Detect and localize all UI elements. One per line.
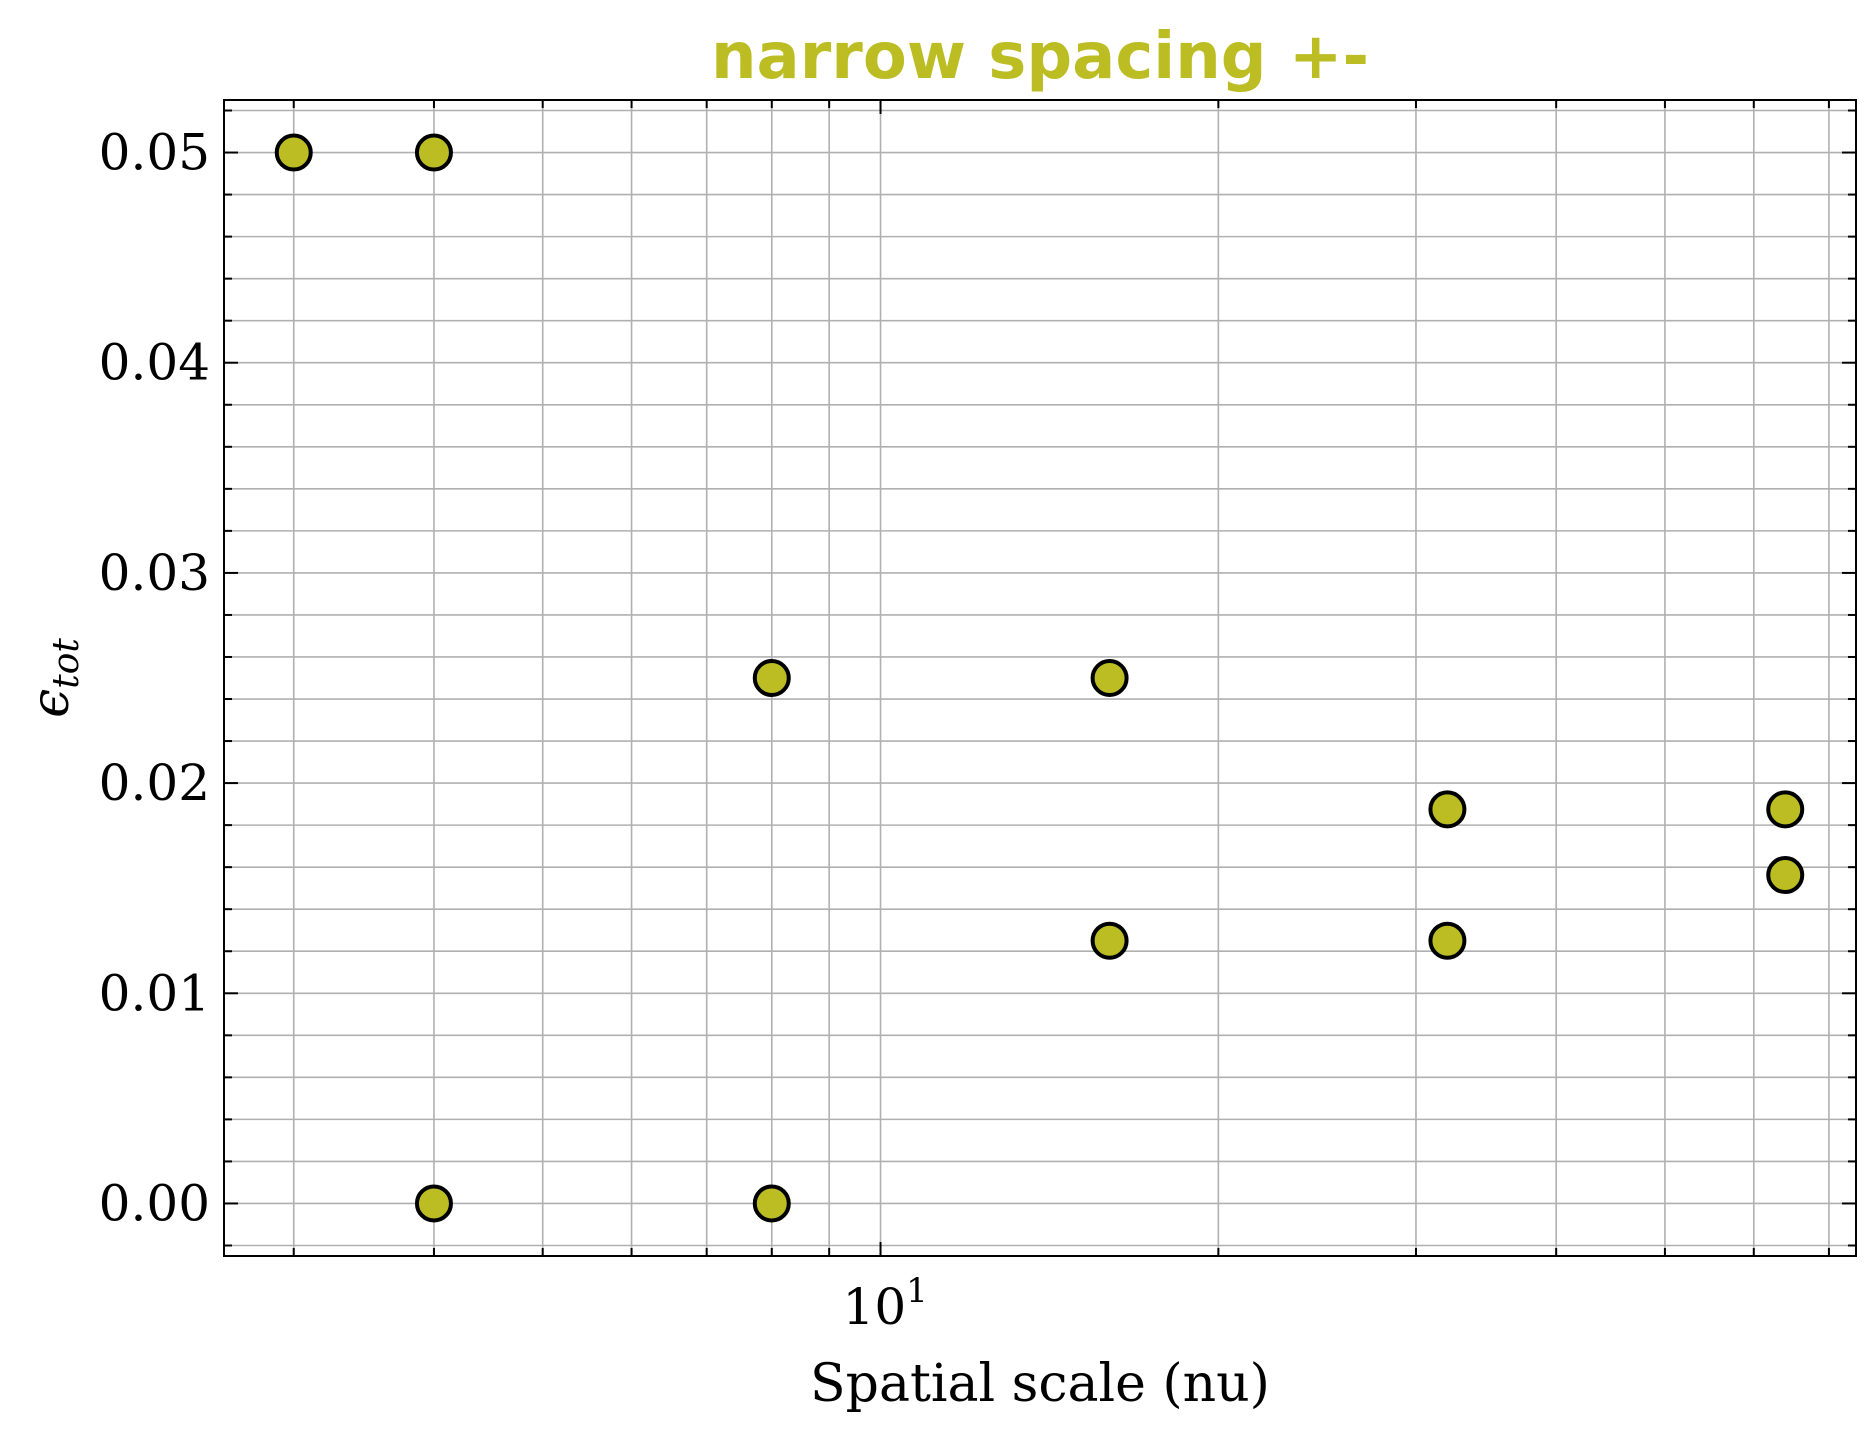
y-tick-label: 0.05 [99,124,210,182]
x-axis-label: Spatial scale (nu) [810,1354,1270,1414]
x-tick-labels: 101 [843,1271,928,1336]
x-tick-base: 10 [843,1278,907,1336]
data-point [1428,921,1467,960]
data-point [274,133,313,172]
data-point [1090,659,1129,697]
data-point [1090,921,1129,960]
y-tick-label: 0.01 [99,964,210,1022]
y-tick-label: 0.04 [99,334,210,392]
y-axis-label-subscript: tot [46,638,87,689]
y-axis-label: ϵtot [21,638,87,718]
y-axis-label-symbol: ϵ [21,689,81,718]
data-point [1766,856,1805,895]
y-tick-labels: 0.00 0.01 0.02 0.03 0.04 0.05 [99,124,210,1233]
y-tick-label: 0.03 [99,544,210,602]
plot-area-frame [223,99,1857,1257]
grid [224,100,1856,1256]
data-point [1766,790,1805,829]
axis-ticks [224,100,1856,1256]
chart-title: narrow spacing +- [711,20,1369,94]
data-points [274,133,1805,1223]
x-tick-exponent: 1 [906,1271,928,1311]
data-point [414,133,453,172]
y-tick-label: 0.02 [99,754,210,812]
data-point [752,1184,791,1223]
data-point [414,1184,453,1223]
x-tick-label: 101 [843,1271,928,1336]
y-tick-label: 0.00 [99,1174,210,1232]
data-point [1428,790,1467,829]
data-point [752,659,791,697]
